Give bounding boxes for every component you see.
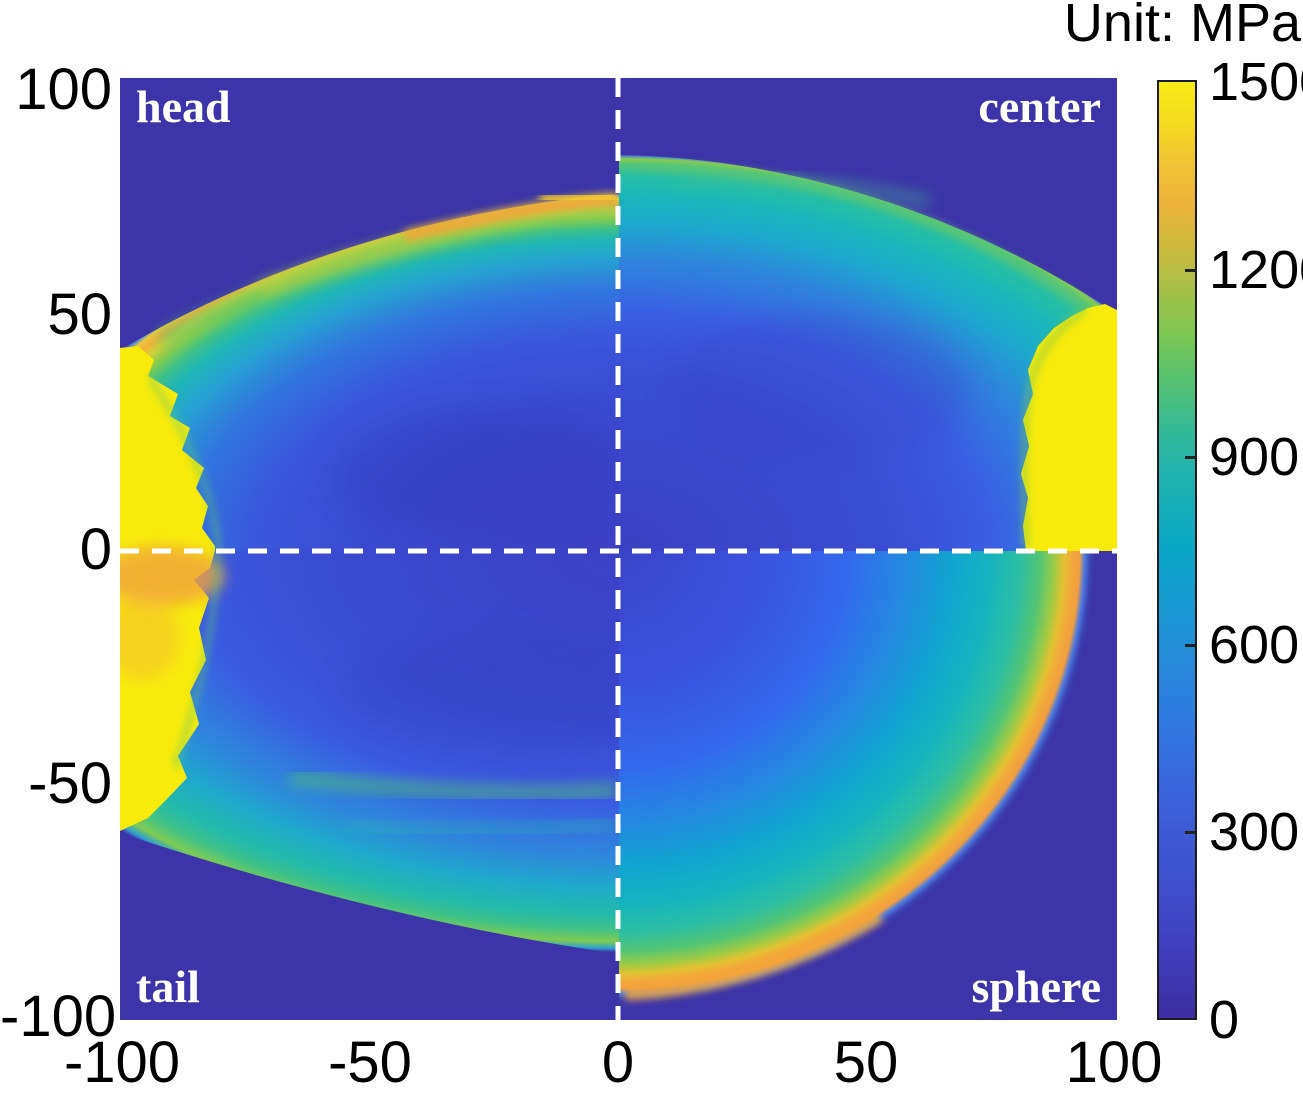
x-tick-neg50: -50 — [328, 1030, 412, 1095]
colorbar-tick-900 — [1185, 456, 1195, 459]
x-tick-neg100: -100 — [63, 1030, 181, 1095]
crosshair — [120, 78, 1117, 1020]
colorbar — [1157, 80, 1197, 1020]
head-quadrant-region — [120, 191, 619, 551]
colorbar-tick-1200 — [1185, 269, 1195, 272]
quadrant-label-sphere: sphere — [971, 961, 1102, 1012]
quadrant-label-tail: tail — [136, 961, 200, 1012]
sphere-quadrant-region — [619, 551, 1095, 1003]
center-right-saturated-blob — [1021, 304, 1117, 551]
colorbar-label-1500: 1500 — [1209, 52, 1303, 112]
colorbar-label-0: 0 — [1209, 990, 1240, 1050]
colorbar-label-1200: 1200 — [1209, 240, 1303, 300]
colorbar-label-900: 900 — [1209, 427, 1300, 487]
plot-area: head center tail sphere — [120, 78, 1117, 1020]
quadrant-label-center: center — [978, 81, 1101, 132]
y-tick-0: 0 — [79, 517, 112, 582]
x-tick-100: 100 — [1065, 1030, 1163, 1095]
center-quadrant-region — [619, 155, 1117, 551]
x-tick-0: 0 — [601, 1030, 635, 1095]
tail-quadrant-region — [120, 551, 619, 954]
colorbar-tick-300 — [1185, 831, 1195, 834]
y-tick-neg100: -100 — [0, 984, 117, 1049]
quadrant-label-head: head — [136, 81, 231, 132]
colorbar-label-300: 300 — [1209, 802, 1300, 862]
y-tick-50: 50 — [47, 282, 112, 347]
y-tick-100: 100 — [15, 57, 112, 122]
left-edge-saturated-blob — [120, 346, 224, 831]
colorbar-title: Unit: MPa — [1063, 0, 1301, 53]
x-tick-50: 50 — [833, 1030, 899, 1095]
y-tick-neg50: -50 — [28, 751, 112, 816]
colorbar-tick-600 — [1185, 644, 1195, 647]
colorbar-label-600: 600 — [1209, 615, 1300, 675]
heatmap-canvas — [120, 78, 1117, 1020]
